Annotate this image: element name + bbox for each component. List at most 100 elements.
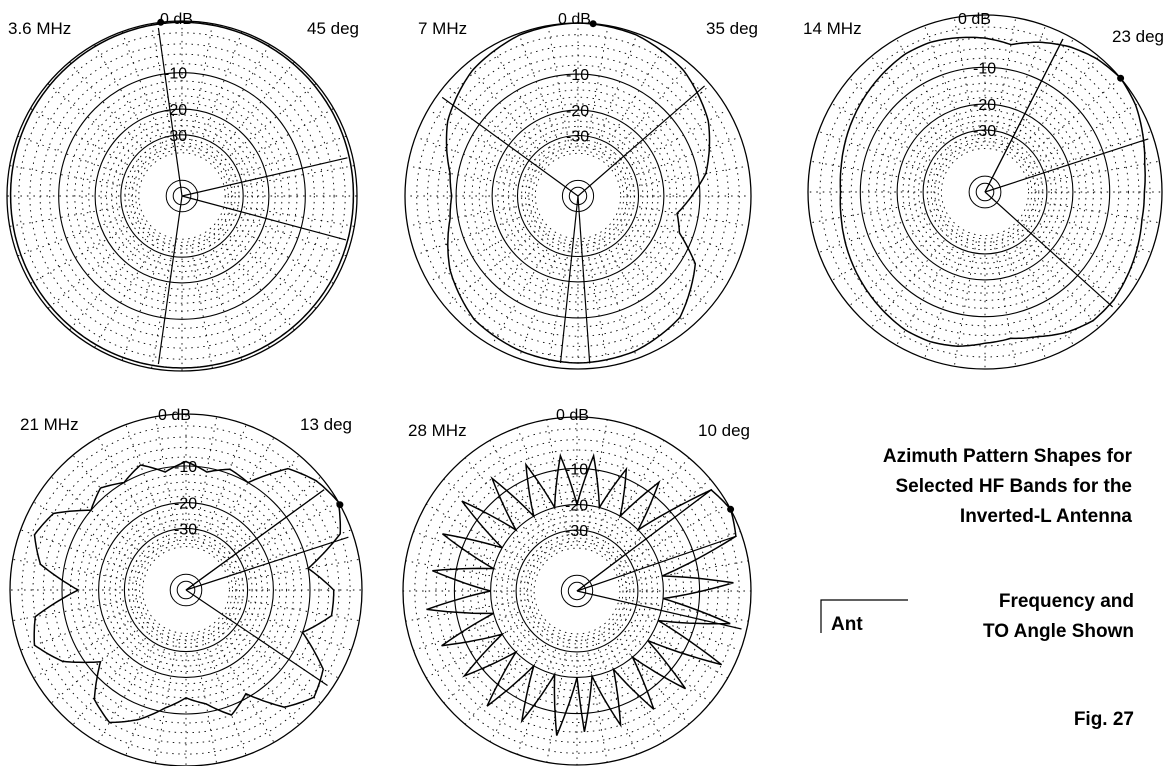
plot-takeoff-angle-label: 23 deg	[1112, 27, 1164, 46]
minor-ring	[142, 546, 230, 634]
beamwidth-line	[576, 488, 713, 592]
plot-frequency-label: 7 MHz	[418, 19, 467, 38]
plot-frequency-label: 28 MHz	[408, 421, 467, 440]
radial-spoke	[870, 56, 954, 154]
minor-ring	[830, 37, 1140, 347]
radial-spoke	[151, 244, 174, 369]
radial-spoke	[464, 457, 546, 554]
major-ring	[859, 66, 1111, 318]
radial-spoke	[517, 637, 561, 755]
center-ring	[561, 179, 595, 213]
major-ring	[922, 129, 1048, 255]
radial-spoke	[464, 628, 546, 725]
radial-spoke	[924, 239, 969, 359]
radial-spoke	[94, 238, 158, 348]
minor-ring	[485, 103, 671, 289]
minor-ring	[819, 26, 1151, 358]
minor-ring	[427, 45, 729, 347]
beamwidth-line	[157, 27, 183, 197]
radial-spoke	[608, 457, 690, 554]
minor-ring	[18, 32, 346, 360]
center-ring	[165, 179, 199, 213]
radial-spoke	[427, 220, 536, 283]
radial-spoke	[407, 204, 530, 227]
radial-spoke	[518, 33, 562, 151]
minor-ring	[91, 495, 281, 685]
minor-ring	[850, 57, 1120, 327]
radial-spoke	[831, 103, 942, 168]
minor-ring	[471, 89, 685, 303]
radial-spoke	[121, 31, 166, 150]
radial-spoke	[620, 220, 729, 283]
major-ring	[120, 134, 244, 258]
minor-ring	[104, 508, 268, 672]
radial-spoke	[489, 633, 553, 742]
radial-spoke	[405, 599, 529, 622]
radial-spoke	[609, 63, 690, 159]
radial-spoke	[47, 227, 145, 309]
radial-spoke	[9, 204, 134, 227]
ring-label: -30	[565, 523, 588, 540]
radial-spoke	[230, 204, 355, 227]
center-ring	[968, 175, 1002, 209]
major-ring	[491, 109, 665, 283]
radial-spoke	[810, 160, 936, 184]
radial-spoke	[623, 531, 741, 575]
major-ring	[896, 103, 1074, 281]
center-ring	[567, 581, 587, 601]
radial-spoke	[97, 437, 162, 548]
polar-plot-4: 21 MHz 13 deg 0 dB -10 -20 -30	[9, 407, 363, 766]
pattern-curve	[9, 21, 355, 369]
radial-spoke	[593, 427, 637, 545]
radial-spoke	[1032, 131, 1152, 176]
center-ring	[560, 574, 594, 608]
radial-spoke	[491, 45, 554, 154]
radial-spoke	[620, 109, 729, 172]
radial-spoke	[625, 560, 749, 583]
radial-spoke	[626, 165, 749, 188]
minor-ring	[85, 489, 287, 691]
plot-frequency-label: 14 MHz	[803, 19, 862, 38]
minor-ring	[88, 102, 276, 290]
radial-spoke	[1034, 200, 1160, 224]
radial-spoke	[235, 558, 360, 582]
radial-spoke	[194, 639, 218, 764]
radial-spoke	[151, 23, 174, 148]
radial-spoke	[72, 627, 155, 726]
minor-ring	[119, 523, 253, 657]
radial-spoke	[12, 598, 137, 622]
radial-spoke	[235, 598, 360, 622]
radial-spoke	[586, 244, 609, 367]
radial-spoke	[72, 454, 155, 553]
radial-spoke	[586, 25, 609, 148]
figure-title-line-1: Azimuth Pattern Shapes for	[883, 446, 1133, 467]
radial-spoke	[224, 220, 334, 284]
radial-spoke	[489, 440, 553, 549]
pattern-curve	[426, 453, 737, 736]
minor-ring	[81, 95, 283, 297]
center-ring	[568, 186, 588, 206]
radial-spoke	[9, 165, 134, 188]
major-ring	[515, 529, 639, 653]
radial-spoke	[1009, 38, 1074, 149]
minor-ring	[425, 439, 729, 743]
radial-spoke	[230, 165, 355, 188]
minor-ring	[416, 34, 740, 358]
ring-label: -30	[973, 123, 996, 140]
minor-ring	[497, 115, 659, 277]
radial-spoke	[619, 503, 728, 567]
radial-spoke	[30, 220, 140, 284]
radial-spoke	[125, 636, 170, 756]
minor-ring	[531, 149, 625, 243]
radial-spoke	[626, 204, 749, 227]
major-ring	[61, 465, 311, 715]
ring-label: -20	[566, 103, 589, 120]
minor-ring	[139, 543, 233, 637]
radial-spoke	[69, 61, 151, 159]
max-gain-marker	[727, 505, 735, 513]
max-gain-marker	[157, 18, 165, 26]
radial-spoke	[206, 44, 270, 154]
radial-spoke	[198, 242, 243, 361]
center-ring	[975, 182, 995, 202]
